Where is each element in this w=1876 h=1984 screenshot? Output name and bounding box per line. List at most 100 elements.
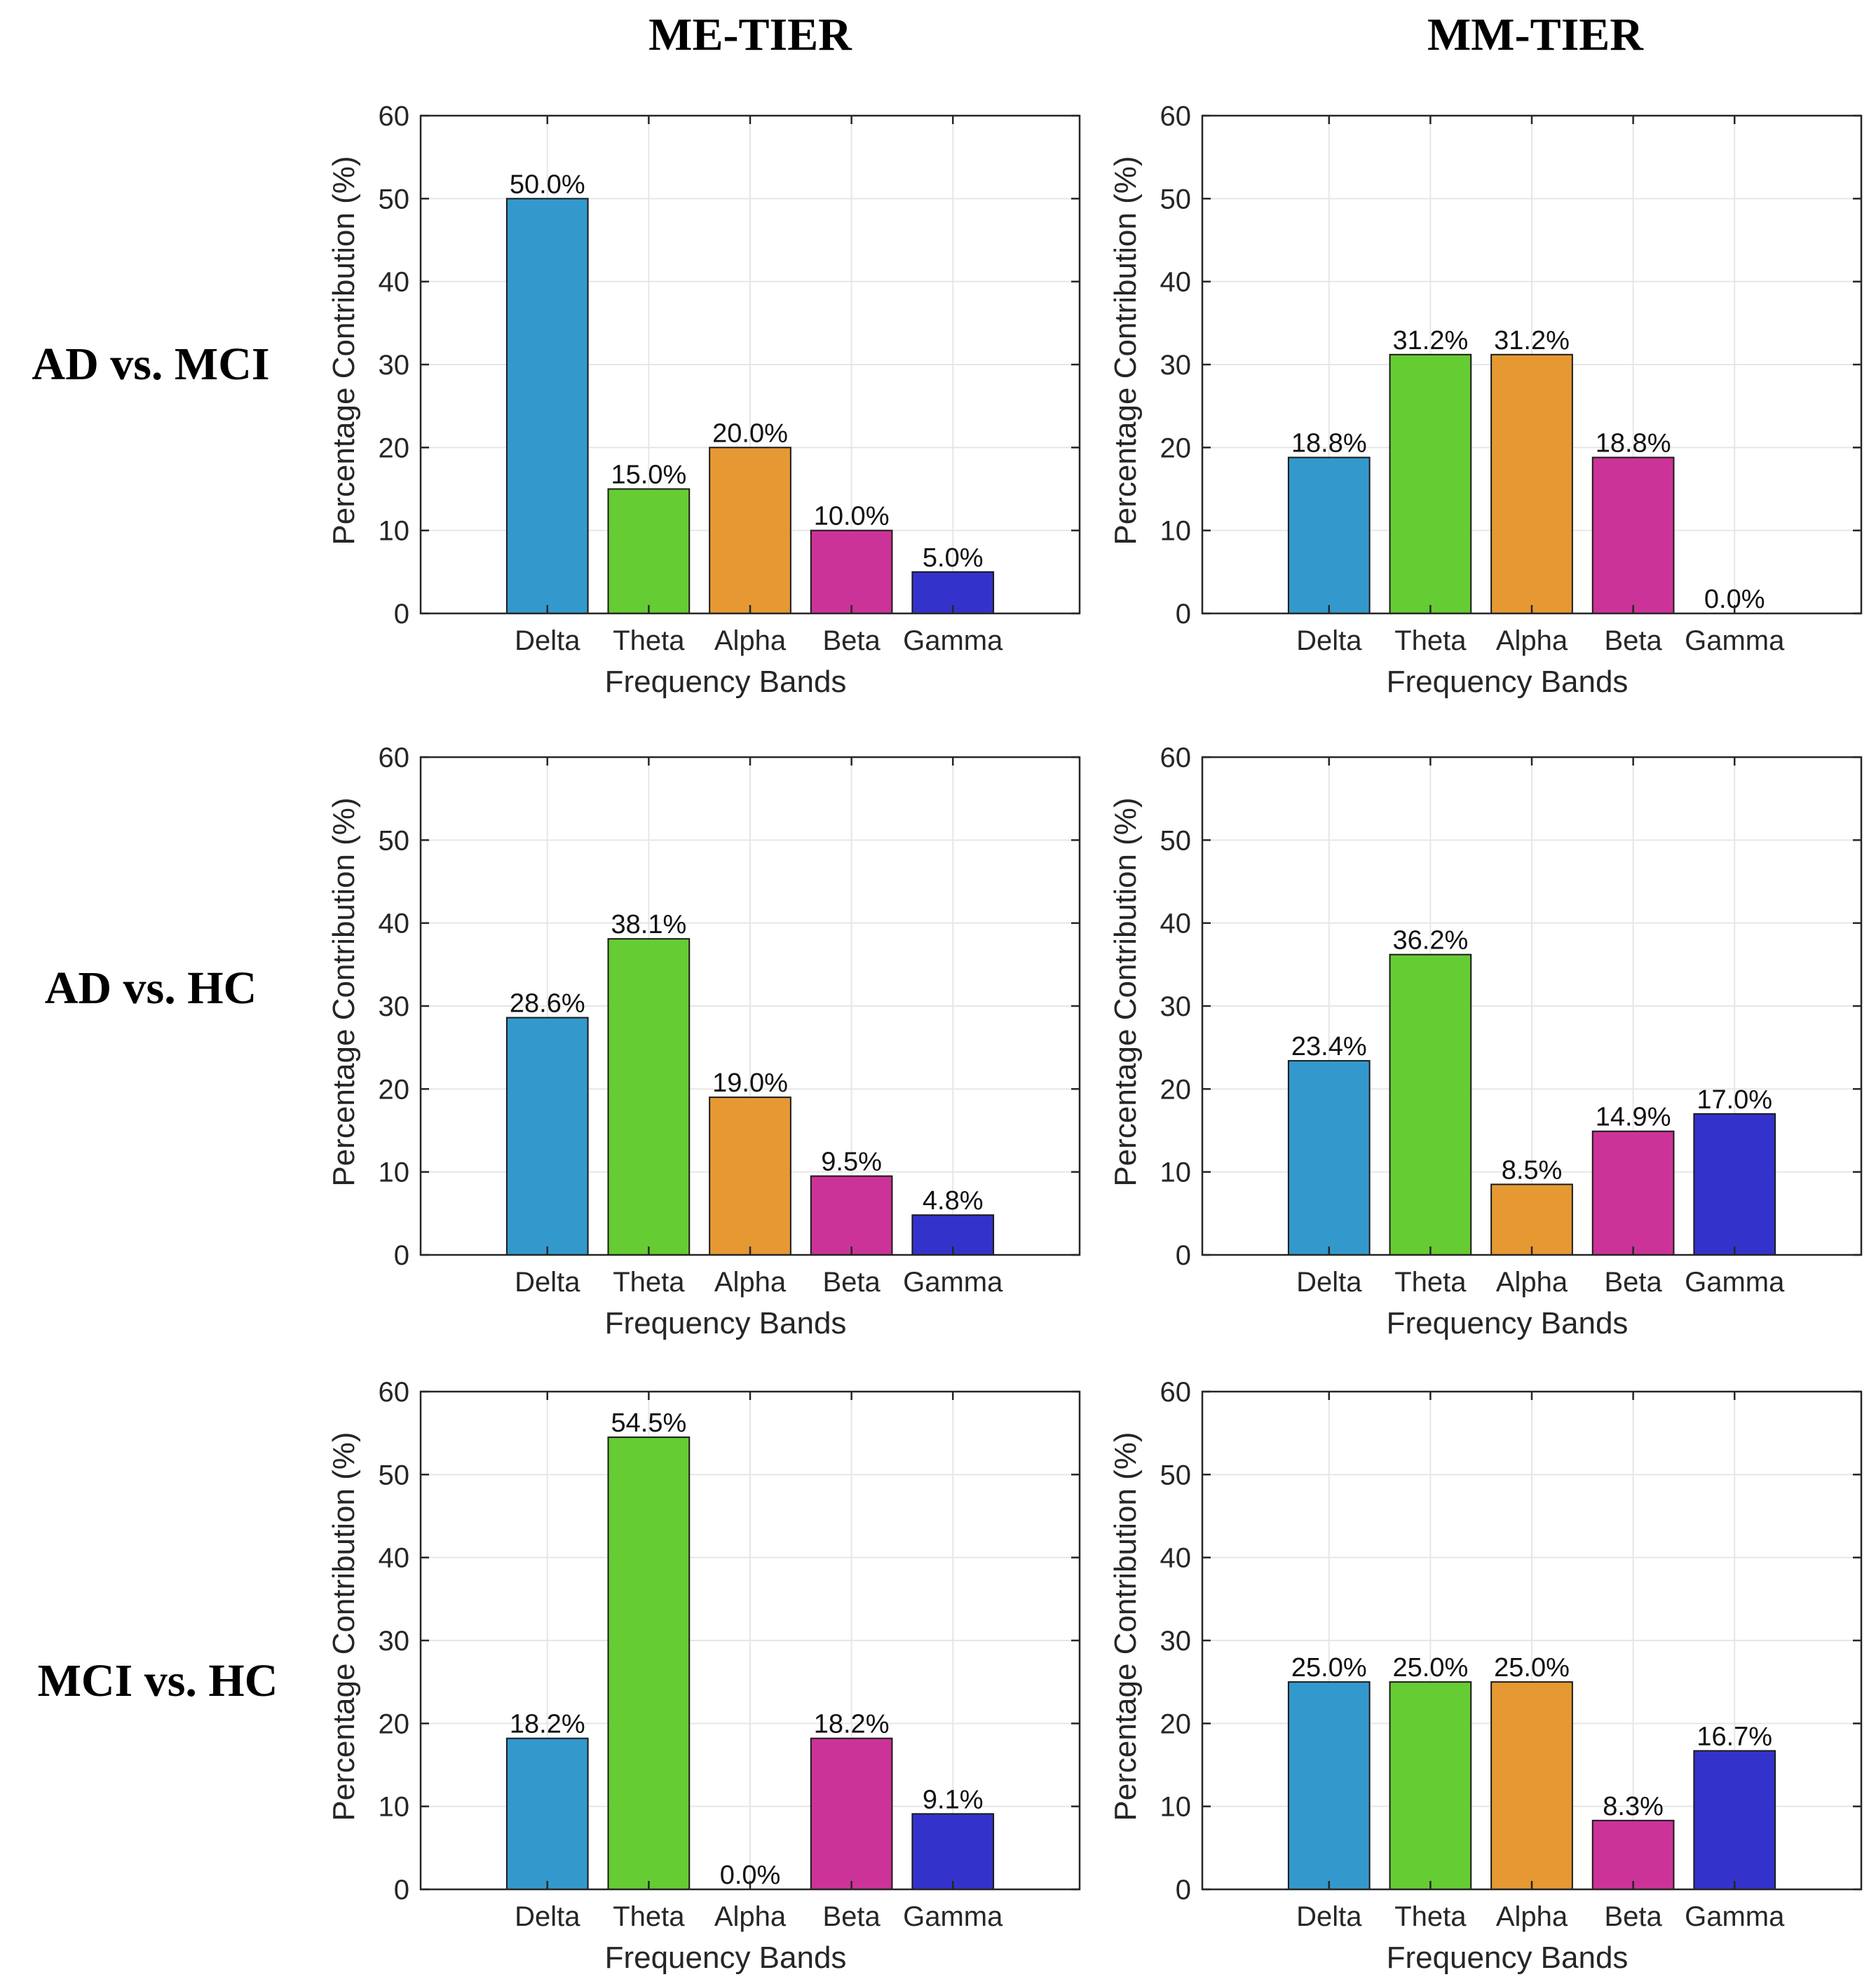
row-label-ad-vs-hc: AD vs. HC [44,963,257,1014]
category-label-delta: Delta [1296,1901,1362,1932]
y-tick-label: 30 [1160,350,1192,381]
y-axis-label: Percentage Contribution (%) [327,1432,361,1821]
bar-beta [810,529,893,615]
y-tick-label: 40 [379,1543,410,1574]
y-tick-label: 10 [1160,516,1192,547]
category-label-beta: Beta [1604,1901,1662,1932]
data-label-gamma: 16.7% [1697,1722,1772,1751]
category-label-beta: Beta [1604,625,1662,656]
y-tick-label: 60 [379,101,410,132]
data-label-delta: 23.4% [1291,1032,1367,1061]
bar-beta [810,1737,893,1891]
data-label-delta: 28.6% [510,989,585,1019]
bar-alpha [709,1096,791,1256]
x-axis-label: Frequency Bands [605,1941,847,1975]
data-label-delta: 18.8% [1291,429,1367,458]
category-label-alpha: Alpha [1496,1901,1568,1932]
y-tick-label: 40 [1160,909,1192,939]
category-label-delta: Delta [515,1901,580,1932]
y-axis-label: Percentage Contribution (%) [327,797,361,1186]
bar-theta [1389,953,1472,1256]
category-label-theta: Theta [613,625,685,656]
chart-svg: 18.2%54.5%0.0%18.2%9.1%0102030405060Delt… [327,1377,1081,1975]
bar-gamma [911,1813,995,1890]
category-label-gamma: Gamma [1685,1267,1785,1298]
category-label-gamma: Gamma [903,1901,1003,1932]
row-label-ad-vs-mci: AD vs. MCI [32,339,270,390]
bar-alpha [1490,1183,1573,1256]
chart-panel-mm-ad-vs-hc: 23.4% 36.2% 8.5% 14.9% 17.0% 0 10 20 30 40 50 60 Del… [1094,726,1876,1340]
bar-alpha [1490,1681,1573,1890]
category-label-beta: Beta [822,625,881,656]
chart-svg: 28.6% 38.1% 19.0% 9.5% 4.8% 0 10 20 30 40 50 60 Delt… [327,742,1081,1340]
y-tick-label: 40 [1160,1543,1192,1574]
chart-panel-mm-mci-vs-hc: 25.0% 25.0% 25.0% 8.3% 16.7% 0 10 20 30 40 50 60 Del… [1094,1360,1876,1975]
column-title-mm-tier: MM-TIER [1427,9,1643,60]
category-label-alpha: Alpha [1496,1267,1568,1298]
chart-svg: 18.8%31.2% 31.2%18.8%0.0%0102030405060Del… [1108,101,1863,699]
data-label-beta: 18.8% [1596,429,1671,458]
y-tick-label: 30 [1160,1626,1192,1657]
chart-panel-me-ad-vs-hc: 28.6% 38.1% 19.0% 9.5% 4.8% 0 10 20 30 40 50 60 Delt… [312,726,1097,1340]
y-tick-label: 60 [1160,1377,1192,1408]
category-label-alpha: Alpha [714,1267,787,1298]
y-tick-label: 40 [379,267,410,298]
y-axis-label: Percentage Contribution (%) [1108,156,1143,545]
y-tick-label: 10 [379,1157,410,1188]
y-tick-label: 10 [379,1792,410,1823]
bar-alpha [1490,353,1573,614]
data-label-beta: 8.3% [1603,1792,1664,1821]
y-tick-label: 0 [1176,1240,1191,1271]
chart-svg: 50.0% 15.0% 20.0% 10.0% 5.0% 0 10 20 30 40 50 60 Del… [327,101,1081,699]
category-label-delta: Delta [515,625,580,656]
y-tick-label: 60 [1160,101,1192,132]
chart-svg: 23.4% 36.2% 8.5% 14.9% 17.0% 0 10 20 30 40 50 60 Del… [1108,742,1863,1340]
bar-alpha [709,447,791,614]
data-label-beta: 18.2% [814,1710,890,1739]
y-tick-label: 60 [379,742,410,773]
bar-delta [1287,1681,1371,1890]
y-tick-label: 20 [379,1708,410,1739]
category-label-theta: Theta [613,1901,685,1932]
y-tick-label: 30 [379,350,410,381]
y-tick-label: 0 [1176,599,1191,630]
bar-theta [1389,353,1472,614]
bar-delta [1287,1060,1371,1256]
column-title-me-tier: ME-TIER [648,9,852,60]
y-tick-label: 60 [379,1377,410,1408]
data-label-theta: 38.1% [611,910,687,939]
data-label-beta: 9.5% [821,1148,882,1177]
y-tick-label: 0 [394,1240,409,1271]
bar-gamma [1693,1113,1776,1256]
y-tick-label: 20 [379,1074,410,1105]
y-tick-label: 50 [379,1460,410,1490]
y-tick-label: 30 [1160,991,1192,1022]
category-label-gamma: Gamma [903,625,1003,656]
data-label-delta: 25.0% [1291,1653,1367,1683]
y-tick-label: 0 [394,1875,409,1905]
y-tick-label: 40 [379,909,410,939]
data-label-gamma: 17.0% [1697,1085,1772,1115]
bar-theta [1389,1681,1472,1890]
bar-beta [1591,456,1675,614]
data-label-alpha: 19.0% [712,1068,788,1098]
x-axis-label: Frequency Bands [1387,1306,1629,1340]
chart-panel-me-mci-vs-hc: 18.2% 54.5% 0.0% 18.2% 9.1% 0 10 20 30 40 50 60 Delt… [312,1360,1097,1975]
data-label-delta: 18.2% [510,1710,585,1739]
bar-beta [810,1175,893,1256]
data-label-gamma: 9.1% [923,1785,984,1814]
data-label-alpha: 8.5% [1502,1155,1563,1185]
data-label-beta: 14.9% [1596,1103,1671,1132]
bar-delta [505,1737,589,1891]
category-label-delta: Delta [515,1267,580,1298]
category-label-beta: Beta [1604,1267,1662,1298]
bar-theta [607,488,691,614]
y-axis-label: Percentage Contribution (%) [327,156,361,545]
category-label-delta: Delta [1296,1267,1362,1298]
category-label-beta: Beta [822,1267,881,1298]
data-label-theta: 54.5% [611,1408,687,1438]
y-tick-label: 60 [1160,742,1192,773]
data-label-theta: 31.2% [1393,326,1469,355]
y-tick-label: 50 [1160,184,1192,215]
